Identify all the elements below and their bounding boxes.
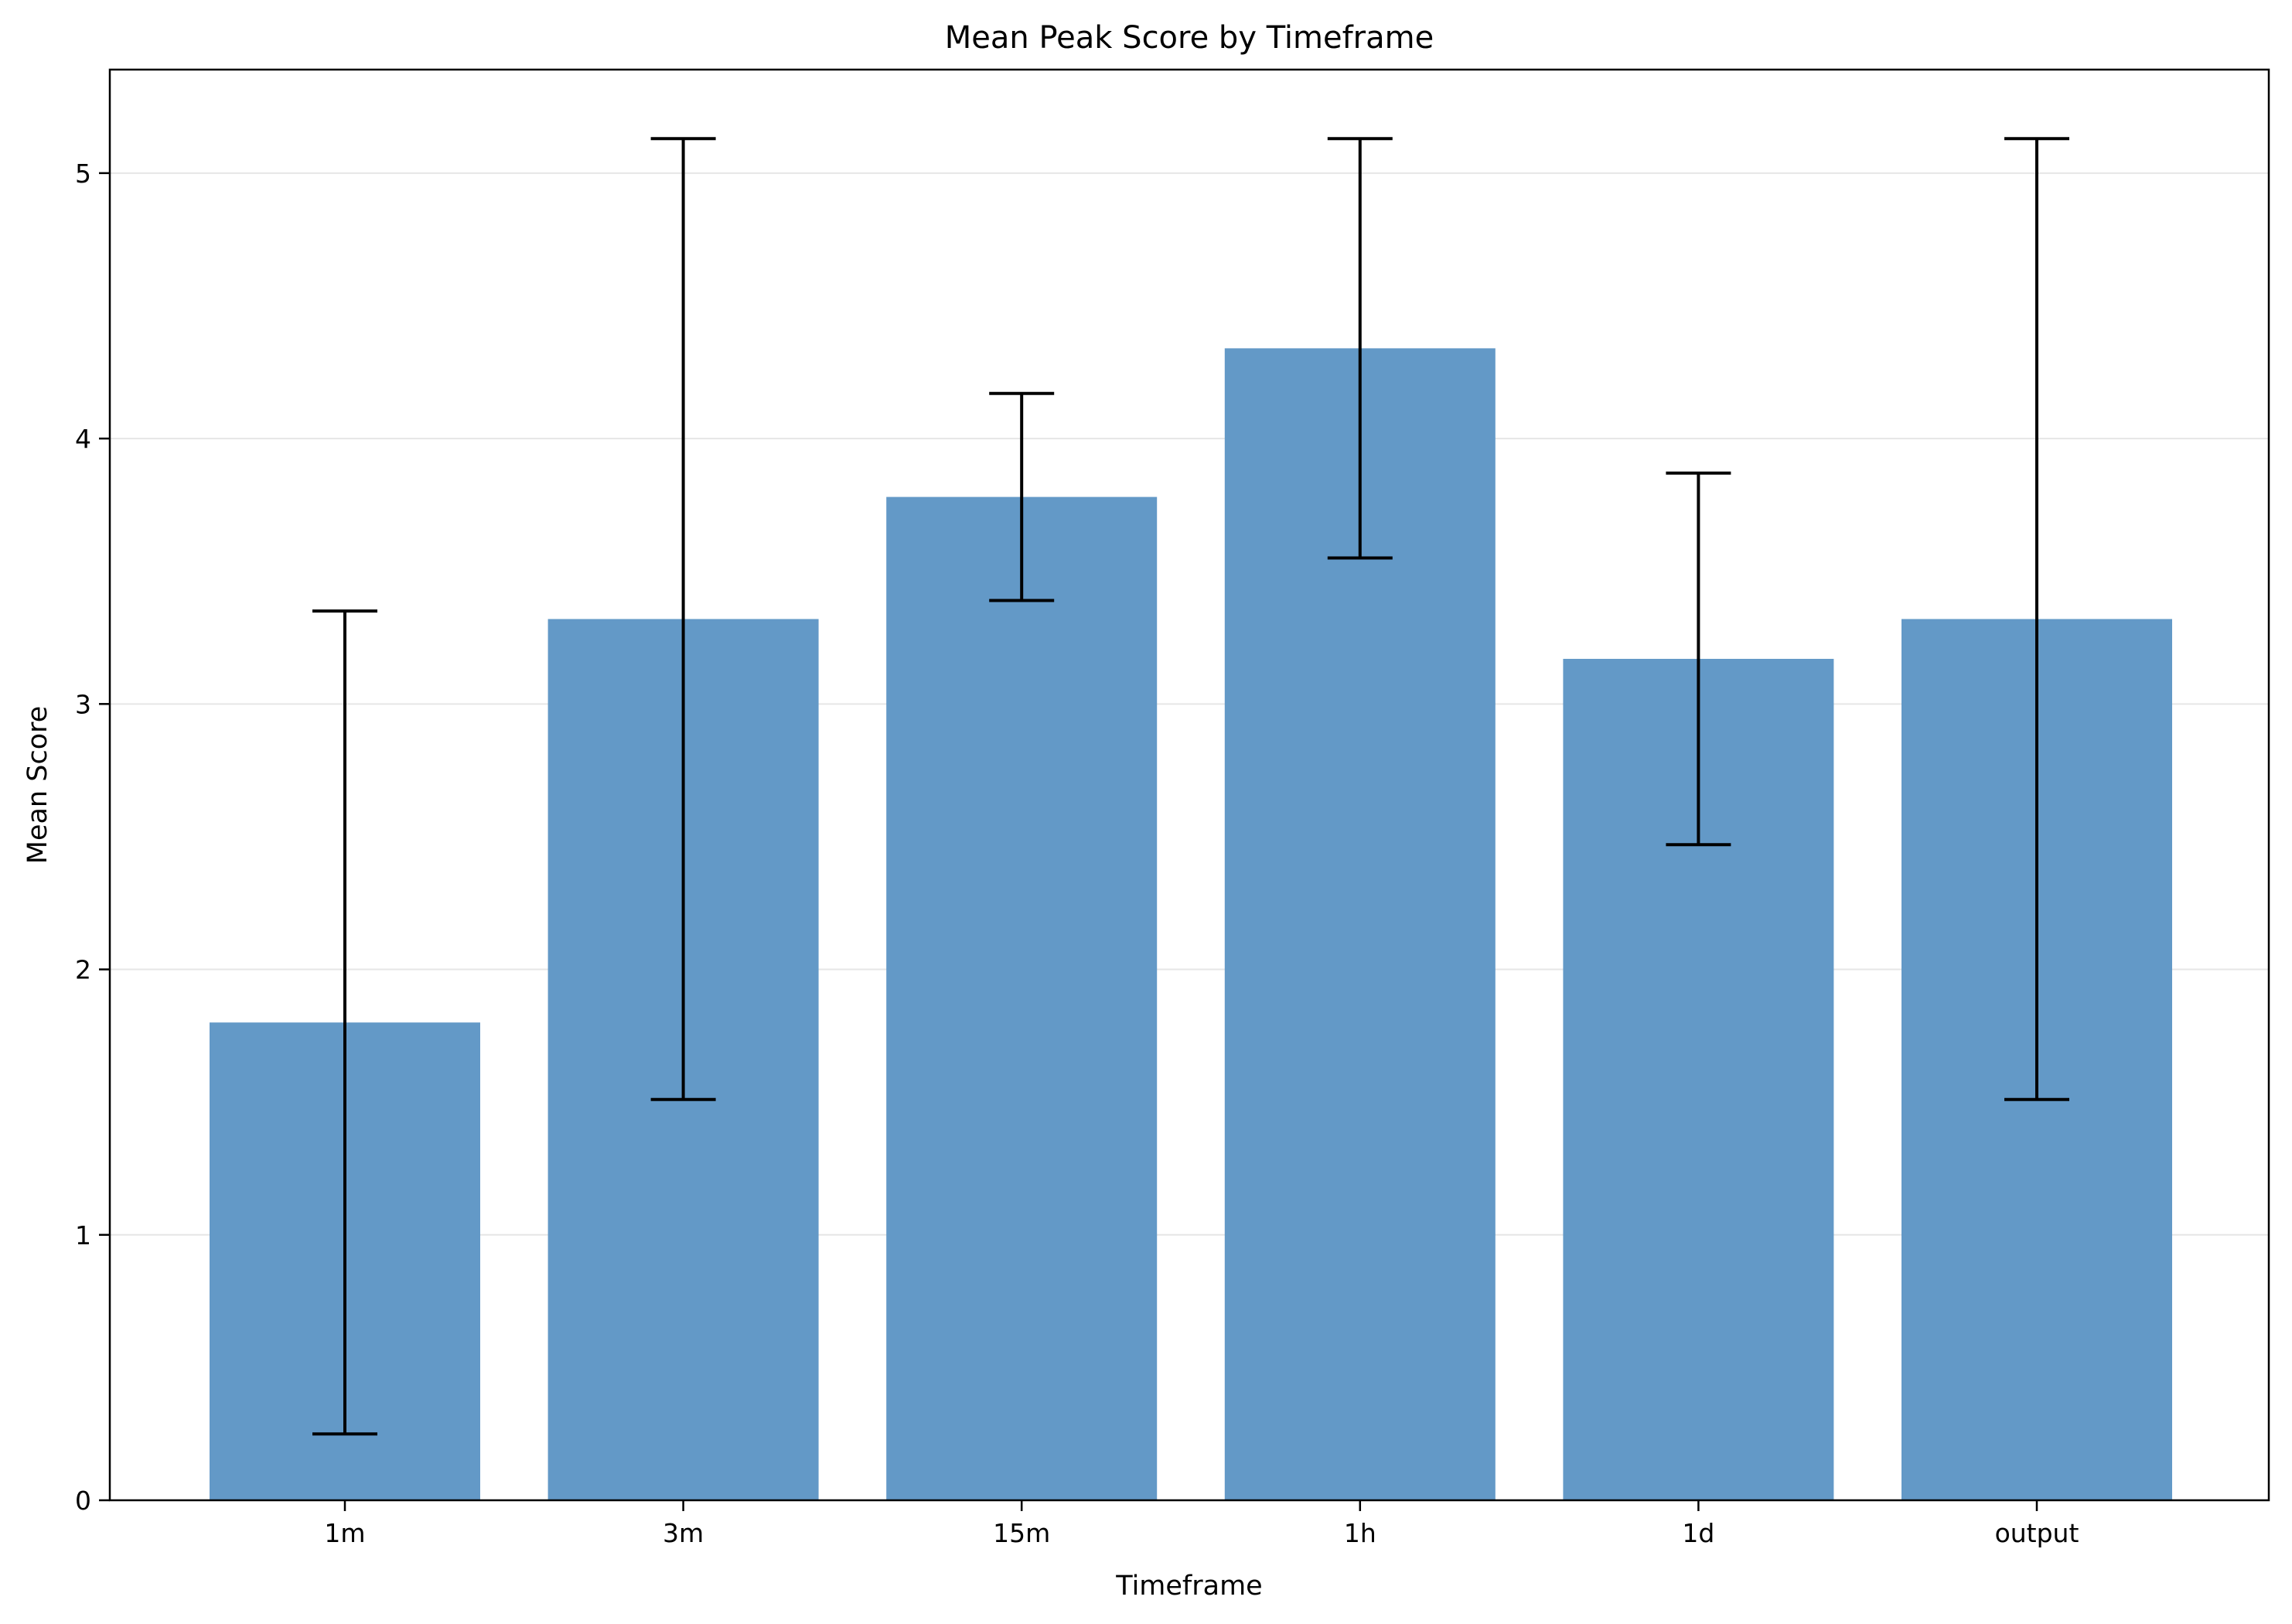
x-tick-label: 1d	[1682, 1518, 1714, 1548]
y-tick-label: 4	[75, 424, 91, 454]
y-axis-ticks: 0 1 2 3 4 5	[75, 159, 110, 1516]
x-tick-label: 15m	[993, 1518, 1050, 1548]
bar-15m	[886, 496, 1158, 1500]
y-tick-label: 1	[75, 1220, 91, 1250]
x-tick-label: output	[1995, 1518, 2079, 1548]
y-tick-label: 2	[75, 955, 91, 985]
y-tick-label: 3	[75, 689, 91, 719]
y-tick-label: 0	[75, 1486, 91, 1516]
x-tick-label: 1h	[1344, 1518, 1376, 1548]
bars	[210, 348, 2172, 1501]
chart-title: Mean Peak Score by Timeframe	[945, 20, 1434, 56]
x-axis-label: Timeframe	[1115, 1571, 1262, 1602]
x-tick-label: 3m	[663, 1518, 704, 1548]
plot-frame	[108, 68, 2270, 1502]
y-tick-label: 5	[75, 159, 91, 189]
y-axis-label: Mean Score	[22, 706, 53, 865]
error-bars	[312, 137, 2069, 1436]
x-axis-ticks: 1m 3m 15m 1h 1d output	[324, 1500, 2079, 1548]
x-tick-label: 1m	[324, 1518, 365, 1548]
